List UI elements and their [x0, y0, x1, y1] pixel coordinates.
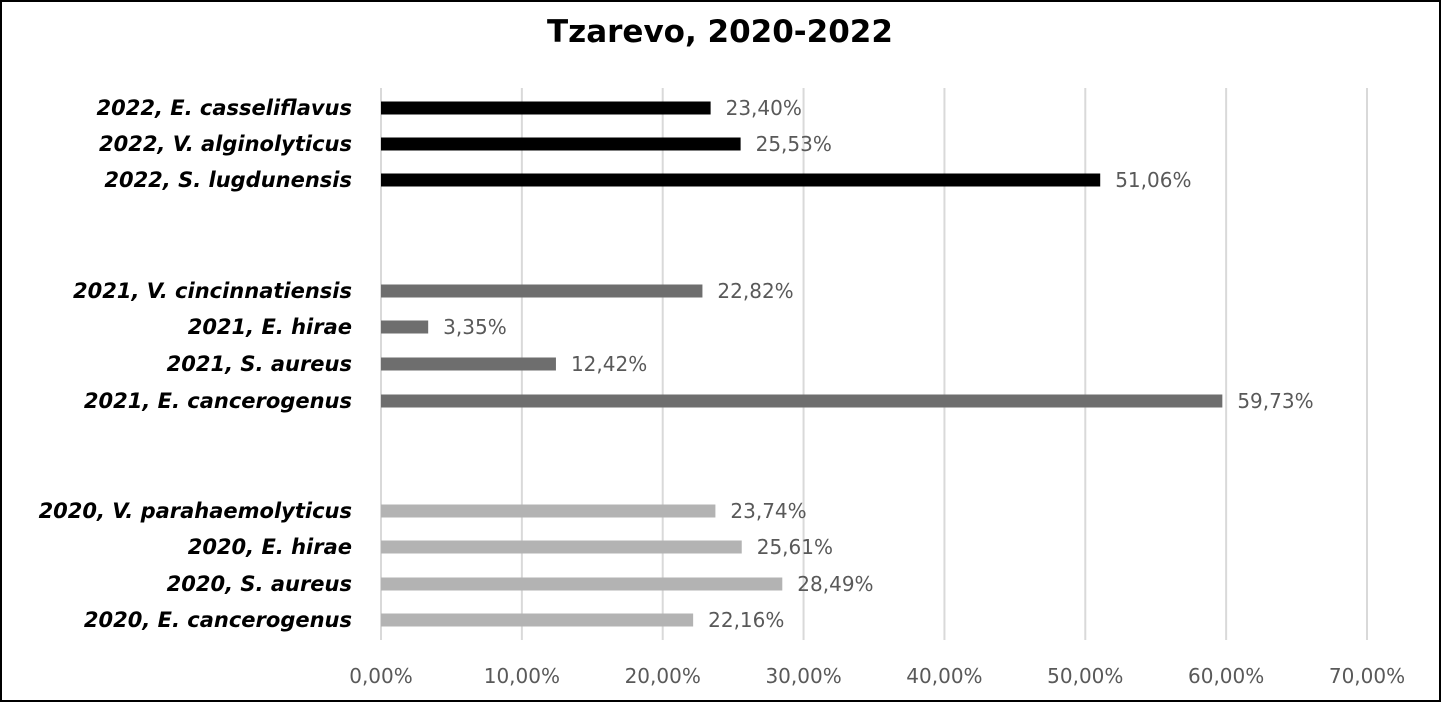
- bars: [381, 101, 1223, 627]
- category-label: 2020, E. hirae: [188, 535, 352, 559]
- bar: [381, 577, 783, 591]
- category-label: 2022, S. lugdunensis: [104, 168, 352, 192]
- data-label: 59,73%: [1237, 389, 1313, 413]
- data-label: 28,49%: [797, 572, 873, 596]
- category-label: 2022, E. casseliflavus: [97, 96, 352, 120]
- bar: [381, 284, 703, 298]
- data-label: 22,82%: [717, 279, 793, 303]
- category-label: 2021, V. cincinnatiensis: [73, 279, 352, 303]
- bar: [381, 137, 741, 151]
- bar: [381, 101, 711, 115]
- category-label: 2022, V. alginolyticus: [99, 132, 352, 156]
- labels: 0,00% 10,00% 20,00% 30,00% 40,00% 50,00% 60,00…: [39, 96, 1406, 688]
- category-label: 2020, V. parahaemolyticus: [39, 499, 352, 523]
- chart-title: Tzarevo, 2020-2022: [547, 14, 893, 50]
- x-tick-label: 30,00%: [765, 664, 841, 688]
- data-label: 25,53%: [756, 132, 832, 156]
- data-label: 25,61%: [757, 535, 833, 559]
- bar: [381, 540, 742, 554]
- bar: [381, 613, 694, 627]
- category-label: 2021, S. aureus: [167, 352, 352, 376]
- category-label: 2021, E. cancerogenus: [84, 389, 352, 413]
- x-tick-label: 0,00%: [349, 664, 413, 688]
- category-label: 2020, S. aureus: [167, 572, 352, 596]
- bar: [381, 173, 1101, 187]
- x-tick-label: 20,00%: [625, 664, 701, 688]
- data-label: 23,74%: [730, 499, 806, 523]
- x-tick-label: 70,00%: [1329, 664, 1405, 688]
- data-label: 12,42%: [571, 352, 647, 376]
- bar: [381, 504, 716, 518]
- x-tick-label: 10,00%: [484, 664, 560, 688]
- category-label: 2021, E. hirae: [188, 315, 352, 339]
- bar: [381, 357, 556, 371]
- x-tick-label: 40,00%: [906, 664, 982, 688]
- data-label: 22,16%: [708, 608, 784, 632]
- data-label: 51,06%: [1115, 168, 1191, 192]
- bar: [381, 394, 1223, 408]
- data-label: 23,40%: [726, 96, 802, 120]
- bar: [381, 320, 429, 334]
- category-label: 2020, E. cancerogenus: [84, 608, 352, 632]
- data-label: 3,35%: [443, 315, 507, 339]
- x-tick-label: 50,00%: [1047, 664, 1123, 688]
- x-tick-label: 60,00%: [1188, 664, 1264, 688]
